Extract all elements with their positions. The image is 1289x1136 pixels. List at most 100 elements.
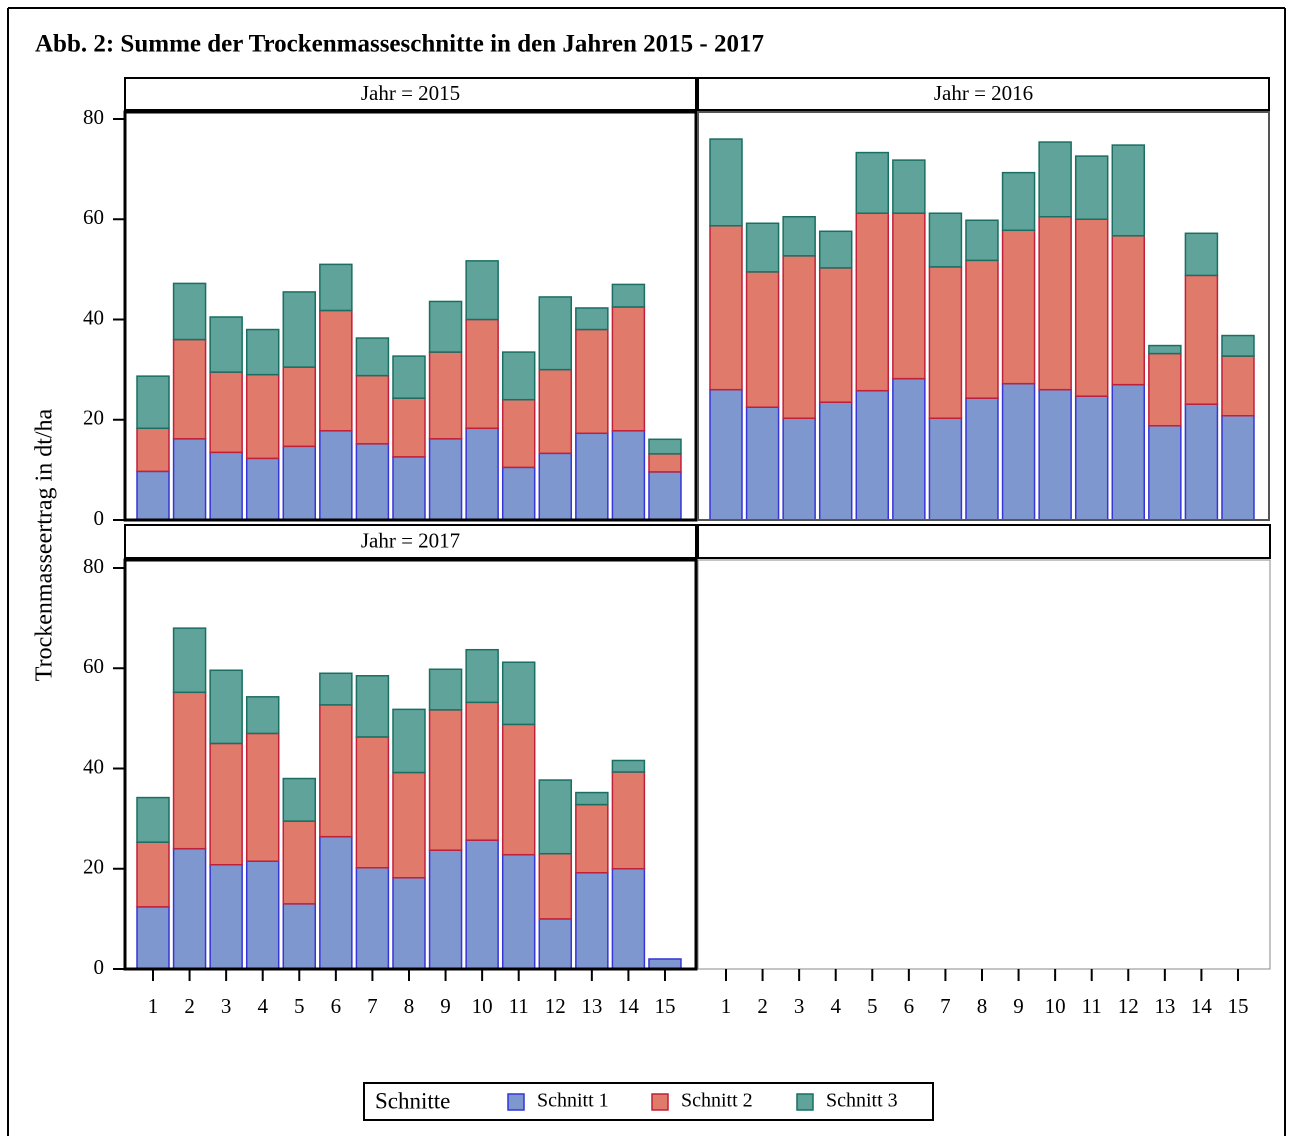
legend-swatch xyxy=(796,1093,814,1111)
bar-segment xyxy=(282,366,317,448)
bar-segment xyxy=(501,723,536,856)
x-tick-label: 15 xyxy=(1227,994,1248,1018)
bar-segment xyxy=(355,866,390,970)
bar-segment xyxy=(501,398,536,469)
bar-segment xyxy=(538,779,573,855)
bar-segment xyxy=(855,389,890,521)
bar-segment xyxy=(648,438,682,455)
bar-segment xyxy=(575,307,609,331)
bar-segment xyxy=(538,452,573,521)
bar-segment xyxy=(1148,425,1182,521)
chart-title: Abb. 2: Summe der Trockenmasseschnitte i… xyxy=(35,31,764,58)
bar-segment xyxy=(245,732,280,862)
x-tick-label: 7 xyxy=(367,994,378,1018)
y-tick-label: 0 xyxy=(94,506,105,530)
bar-segment xyxy=(245,696,280,735)
legend-swatch xyxy=(507,1093,525,1111)
bar-segment xyxy=(892,212,926,380)
bar-segment xyxy=(319,263,353,312)
x-tick-label: 14 xyxy=(1191,994,1213,1018)
bar-segment xyxy=(501,351,536,401)
bar-segment xyxy=(355,736,390,869)
legend-label: Schnitt 3 xyxy=(826,1090,898,1112)
bar-segment xyxy=(392,355,426,399)
bar-segment xyxy=(648,471,682,521)
plot-frame xyxy=(697,111,1270,521)
bar-segment xyxy=(392,397,426,458)
bar-segment xyxy=(611,430,646,521)
bar-segment xyxy=(855,212,890,392)
bar-segment xyxy=(392,771,426,879)
bar-segment xyxy=(209,451,243,521)
x-tick-label: 3 xyxy=(221,994,232,1018)
bar-segment xyxy=(538,368,573,455)
x-tick-label: 4 xyxy=(830,994,841,1018)
x-tick-label: 5 xyxy=(294,994,305,1018)
bar-segment xyxy=(1038,141,1072,218)
bar-segment xyxy=(465,260,499,321)
x-tick-label: 13 xyxy=(581,994,602,1018)
bar-segment xyxy=(319,672,353,706)
bar-segment xyxy=(538,918,573,970)
bar-segment xyxy=(428,351,463,440)
bar-segment xyxy=(709,138,743,227)
x-tick-label: 8 xyxy=(977,994,988,1018)
bar-segment xyxy=(1148,344,1182,355)
x-tick-label: 10 xyxy=(1045,994,1066,1018)
bar-segment xyxy=(282,777,317,822)
bar-segment xyxy=(136,841,170,908)
bar-segment xyxy=(648,453,682,473)
bar-segment xyxy=(1001,171,1036,232)
bar-segment xyxy=(319,309,353,432)
panel-title: Jahr = 2016 xyxy=(934,81,1033,105)
bar-segment xyxy=(319,704,353,838)
bar-segment xyxy=(428,668,463,711)
x-tick-label: 12 xyxy=(1118,994,1139,1018)
bar-segment xyxy=(1184,403,1219,521)
legend-title: Schnitte xyxy=(375,1088,450,1113)
panel-header xyxy=(124,77,697,111)
bar-segment xyxy=(611,283,646,308)
bar-segment xyxy=(575,791,609,806)
bar-segment xyxy=(355,443,390,521)
bar-segment xyxy=(282,445,317,521)
bar-segment xyxy=(282,820,317,905)
bar-segment xyxy=(428,438,463,521)
bar-segment xyxy=(319,835,353,970)
bar-segment xyxy=(1074,395,1109,521)
bar-segment xyxy=(392,877,426,970)
legend-swatch xyxy=(651,1093,669,1111)
bar-segment xyxy=(465,839,499,970)
empty-panel xyxy=(697,559,1271,970)
bar-segment xyxy=(136,906,170,970)
bar-segment xyxy=(209,669,243,745)
bar-segment xyxy=(136,375,170,430)
bar-segment xyxy=(648,958,682,970)
bar-segment xyxy=(611,771,646,870)
bar-segment xyxy=(965,259,999,399)
bar-segment xyxy=(501,853,536,970)
bar-segment xyxy=(538,296,573,371)
x-tick-label: 8 xyxy=(404,994,415,1018)
bar-segment xyxy=(501,466,536,521)
x-tick-label: 4 xyxy=(257,994,268,1018)
bar-segment xyxy=(782,417,816,521)
bar-segment xyxy=(1221,414,1255,521)
y-tick-label: 20 xyxy=(83,406,104,430)
bar-segment xyxy=(1001,229,1036,385)
bar-segment xyxy=(818,230,853,269)
bar-segment xyxy=(782,215,816,257)
bar-segment xyxy=(465,318,499,430)
x-tick-label: 1 xyxy=(721,994,732,1018)
plot-frame xyxy=(123,558,698,971)
bar-segment xyxy=(1221,355,1255,417)
x-tick-label: 2 xyxy=(184,994,195,1018)
bar-segment xyxy=(1184,274,1219,405)
bar-segment xyxy=(818,401,853,521)
x-tick-label: 5 xyxy=(867,994,878,1018)
bar-segment xyxy=(709,388,743,521)
bar-segment xyxy=(172,627,207,694)
x-tick-label: 11 xyxy=(1082,994,1102,1018)
y-tick-label: 60 xyxy=(83,205,104,229)
bar-segment xyxy=(965,397,999,521)
